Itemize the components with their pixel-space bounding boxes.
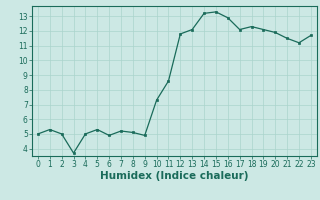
X-axis label: Humidex (Indice chaleur): Humidex (Indice chaleur): [100, 171, 249, 181]
